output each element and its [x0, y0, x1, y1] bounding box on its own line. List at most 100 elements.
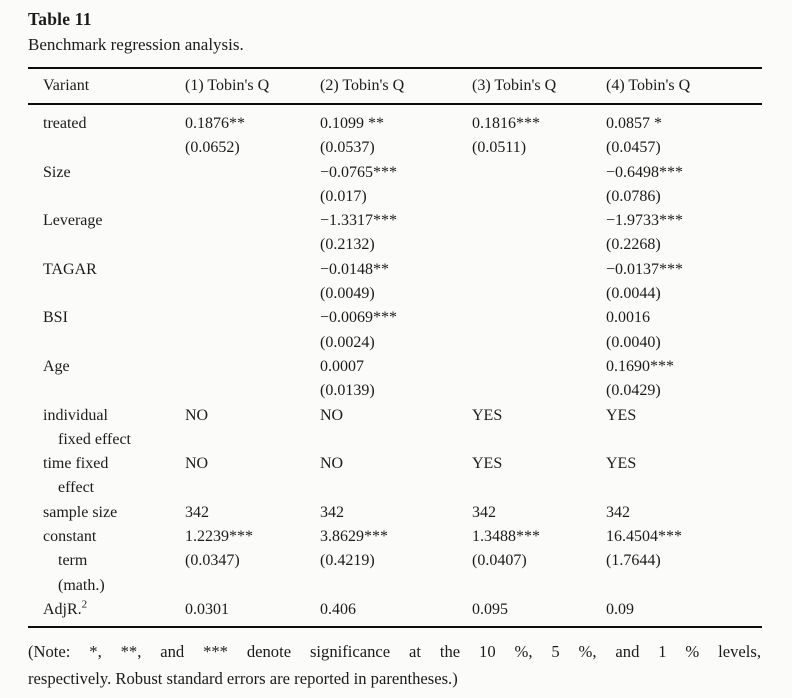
cell	[185, 233, 320, 257]
cell	[472, 574, 606, 598]
column-header: (1) Tobin's Q	[185, 77, 270, 94]
cell	[472, 233, 606, 257]
column-header: (2) Tobin's Q	[320, 77, 405, 94]
cell: (0.0537)	[320, 139, 375, 157]
table-row: Age 0.0007 0.1690***	[28, 355, 762, 379]
cell	[606, 428, 762, 452]
cell: (0.0044)	[606, 285, 661, 303]
cell: 342	[320, 503, 344, 521]
row-label	[43, 379, 185, 403]
cell: 3.8629***	[320, 528, 388, 546]
row-label-superscript: 2	[81, 598, 88, 611]
column-header: (3) Tobin's Q	[472, 77, 557, 94]
cell	[185, 476, 320, 500]
cell: (0.0511)	[472, 139, 527, 157]
cell: (0.0786)	[606, 187, 661, 205]
cell: (0.0457)	[606, 139, 661, 157]
note-line-2: respectively. Robust standard errors are…	[28, 668, 458, 688]
cell	[185, 258, 320, 282]
table-number-heading: Table 11	[28, 9, 92, 29]
table-row: Leverage −1.3317*** −1.9733***	[28, 209, 762, 233]
row-label: constant	[43, 528, 97, 546]
table-row: time fixed NO NO YES YES	[28, 452, 762, 476]
cell: −0.0765***	[320, 163, 398, 181]
cell: 16.4504***	[606, 528, 682, 546]
table-row: effect	[28, 476, 762, 500]
cell	[472, 379, 606, 403]
cell: (0.4219)	[320, 552, 375, 570]
cell	[472, 209, 606, 233]
table-header-row: Variant (1) Tobin's Q (2) Tobin's Q (3) Tob…	[28, 69, 762, 105]
table-row: (math.)	[28, 574, 762, 598]
cell	[606, 476, 762, 500]
row-label: Age	[43, 357, 70, 375]
cell: 342	[472, 503, 496, 521]
cell	[472, 428, 606, 452]
cell	[472, 306, 606, 330]
note-line-1: (Note: *, **, and *** denote significanc…	[28, 642, 761, 662]
table-row: constant 1.2239*** 3.8629*** 1.3488*** 16.45…	[28, 525, 762, 549]
cell: NO	[185, 406, 209, 424]
cell: 0.1690***	[606, 357, 674, 375]
cell	[185, 306, 320, 330]
row-label: term	[58, 552, 88, 570]
cell	[185, 209, 320, 233]
cell: −1.9733***	[606, 212, 684, 230]
row-label: time fixed	[43, 455, 109, 473]
cell: 0.0007	[320, 357, 364, 375]
row-label: treated	[43, 115, 87, 132]
cell: 1.3488***	[472, 528, 540, 546]
cell: (0.0407)	[472, 552, 527, 570]
cell: (0.0429)	[606, 382, 661, 400]
row-label: (math.)	[58, 576, 105, 594]
cell	[472, 185, 606, 209]
cell	[185, 574, 320, 598]
cell: −0.6498***	[606, 163, 684, 181]
row-label: AdjR.2	[43, 598, 88, 618]
cell	[185, 355, 320, 379]
table-row: AdjR.2 0.0301 0.406 0.095 0.09	[28, 598, 762, 622]
cell: 0.1099 **	[320, 115, 384, 132]
row-label: individual	[43, 406, 108, 424]
cell	[320, 428, 472, 452]
table-row: (0.2132) (0.2268)	[28, 233, 762, 257]
table-row: (0.0049) (0.0044)	[28, 282, 762, 306]
cell: NO	[320, 406, 344, 424]
table-row: sample size 342 342 342 342	[28, 501, 762, 525]
cell: 0.0857 *	[606, 115, 662, 132]
cell: 0.0016	[606, 309, 650, 327]
regression-table: Variant (1) Tobin's Q (2) Tobin's Q (3) Tob…	[28, 67, 762, 629]
cell	[185, 379, 320, 403]
table-row: BSI −0.0069*** 0.0016	[28, 306, 762, 330]
cell: −0.0069***	[320, 309, 398, 327]
cell: 0.09	[606, 600, 634, 618]
table-caption: Benchmark regression analysis.	[28, 35, 244, 54]
table-row: individual NO NO YES YES	[28, 404, 762, 428]
cell	[472, 331, 606, 355]
cell: (0.0652)	[185, 139, 240, 157]
row-label: TAGAR	[43, 260, 97, 278]
cell: NO	[185, 455, 209, 473]
cell: 342	[185, 503, 209, 521]
table-row: (0.0652) (0.0537) (0.0511) (0.0457)	[28, 136, 762, 160]
cell: 0.095	[472, 600, 508, 618]
table-row: TAGAR −0.0148** −0.0137***	[28, 258, 762, 282]
table-row: (0.017) (0.0786)	[28, 185, 762, 209]
row-label	[43, 136, 185, 160]
cell: (0.2268)	[606, 236, 661, 254]
row-label: BSI	[43, 309, 68, 327]
cell	[185, 161, 320, 185]
cell	[185, 331, 320, 355]
table-note: (Note: *, **, and *** denote significanc…	[28, 639, 761, 692]
cell	[320, 574, 472, 598]
row-label: sample size	[43, 503, 118, 521]
cell	[472, 476, 606, 500]
cell: 0.1816***	[472, 115, 540, 132]
row-label	[43, 282, 185, 306]
row-label: Leverage	[43, 212, 103, 230]
table-row: treated 0.1876** 0.1099 ** 0.1816*** 0.0857 …	[28, 112, 762, 136]
row-label	[43, 233, 185, 257]
cell: NO	[320, 455, 344, 473]
cell	[472, 355, 606, 379]
